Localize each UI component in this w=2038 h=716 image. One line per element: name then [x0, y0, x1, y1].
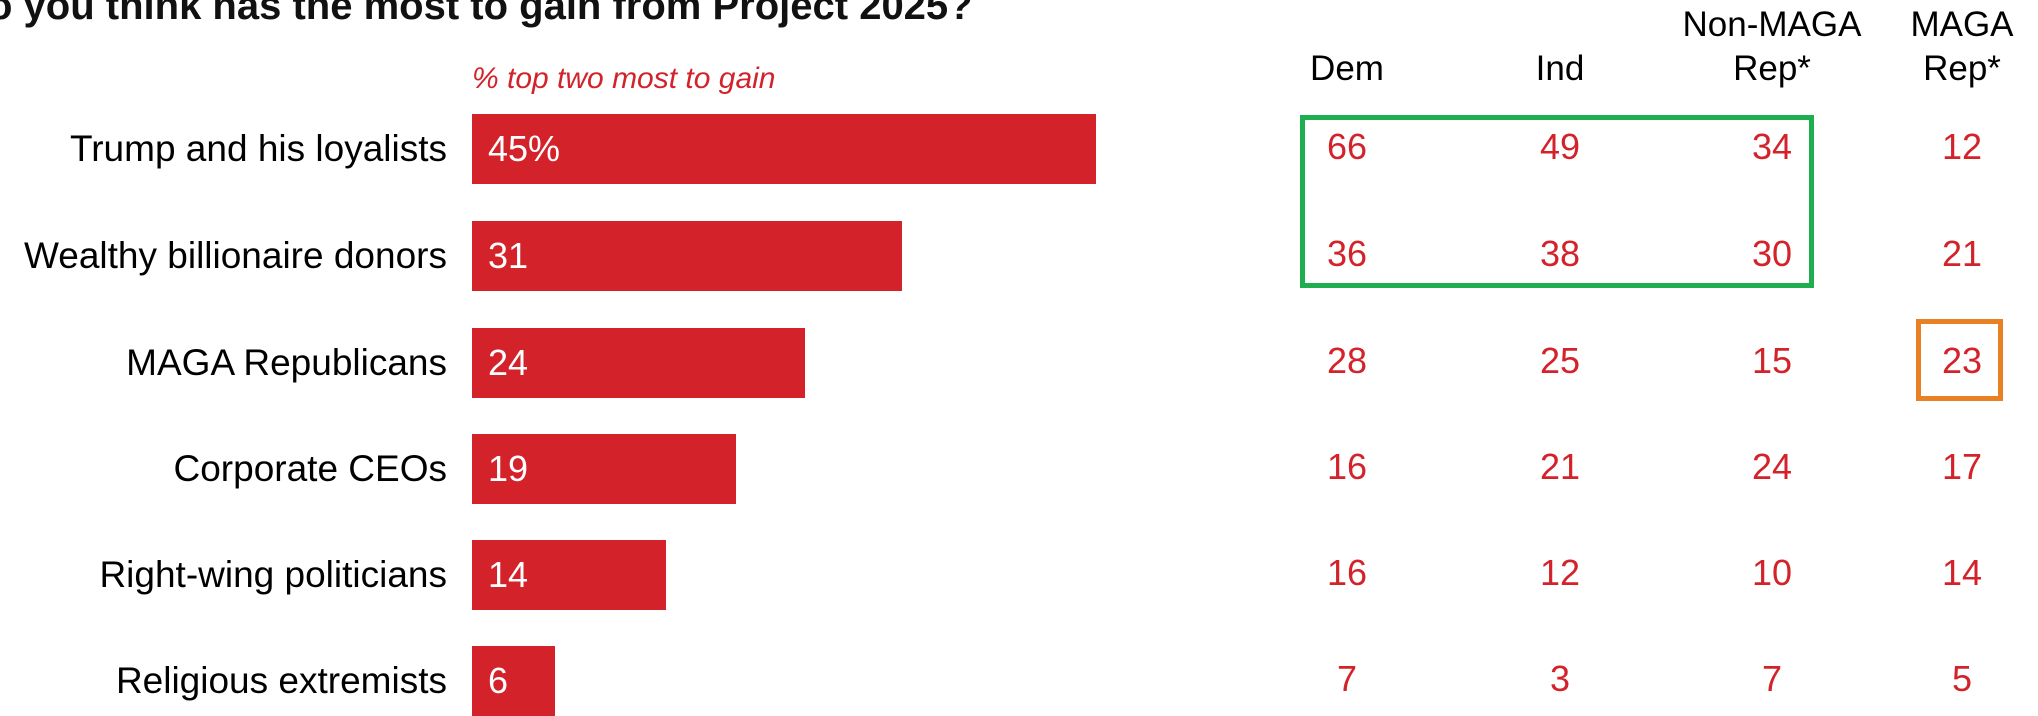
chart-title: o you think has the most to gain from Pr… — [0, 0, 973, 28]
bar-value-label: 14 — [488, 554, 529, 595]
table-cell: 7 — [1761, 658, 1783, 699]
bar: 45% — [472, 114, 1096, 184]
bar-subtitle: % top two most to gain — [472, 62, 776, 95]
table-cell: 23 — [1941, 340, 1983, 381]
bar-value-label: 45% — [488, 128, 561, 169]
table-cell: 28 — [1326, 340, 1368, 381]
bar: 19 — [472, 434, 736, 504]
bar: 31 — [472, 221, 902, 291]
bar: 24 — [472, 328, 805, 398]
table-cell: 17 — [1941, 446, 1983, 487]
table-cell: 16 — [1326, 446, 1368, 487]
column-header-dem: Dem — [1310, 49, 1384, 88]
category-label: Corporate CEOs — [173, 448, 448, 489]
table-cell: 24 — [1751, 446, 1793, 487]
highlight-box-green — [1300, 115, 1814, 288]
table-cell: 36 — [1326, 233, 1368, 274]
category-label: Wealthy billionaire donors — [24, 235, 447, 276]
table-cell: 7 — [1336, 658, 1358, 699]
column-header-maga-rep: MAGA Rep* — [1910, 5, 2014, 88]
category-label: Trump and his loyalists — [70, 128, 447, 169]
table-cell: 66 — [1326, 126, 1368, 167]
table-cell: 34 — [1751, 126, 1793, 167]
table-cell: 21 — [1941, 233, 1983, 274]
table-cell: 21 — [1539, 446, 1581, 487]
bar-value-label: 24 — [488, 342, 529, 383]
category-label: Right-wing politicians — [99, 554, 447, 595]
bar-value-label: 6 — [488, 660, 509, 701]
table-cell: 5 — [1951, 658, 1973, 699]
table-cell: 49 — [1539, 126, 1581, 167]
table-cell: 16 — [1326, 552, 1368, 593]
table-cell: 14 — [1941, 552, 1983, 593]
table-cell: 12 — [1941, 126, 1983, 167]
highlight-box-orange — [1916, 319, 2003, 401]
table-cell: 10 — [1751, 552, 1793, 593]
category-label: Religious extremists — [115, 660, 447, 701]
bar-value-label: 19 — [488, 448, 529, 489]
table-cell: 15 — [1751, 340, 1793, 381]
table-cell: 3 — [1549, 658, 1571, 699]
table-cell: 30 — [1751, 233, 1793, 274]
column-header-non-maga-rep: Non-MAGA Rep* — [1682, 5, 1862, 88]
bar: 14 — [472, 540, 666, 610]
column-header-ind: Ind — [1535, 49, 1585, 88]
table-cell: 25 — [1539, 340, 1581, 381]
table-cell: 12 — [1539, 552, 1581, 593]
bar-value-label: 31 — [488, 235, 529, 276]
table-cell: 38 — [1539, 233, 1581, 274]
category-label: MAGA Republicans — [126, 342, 447, 383]
bar: 6 — [472, 646, 555, 716]
